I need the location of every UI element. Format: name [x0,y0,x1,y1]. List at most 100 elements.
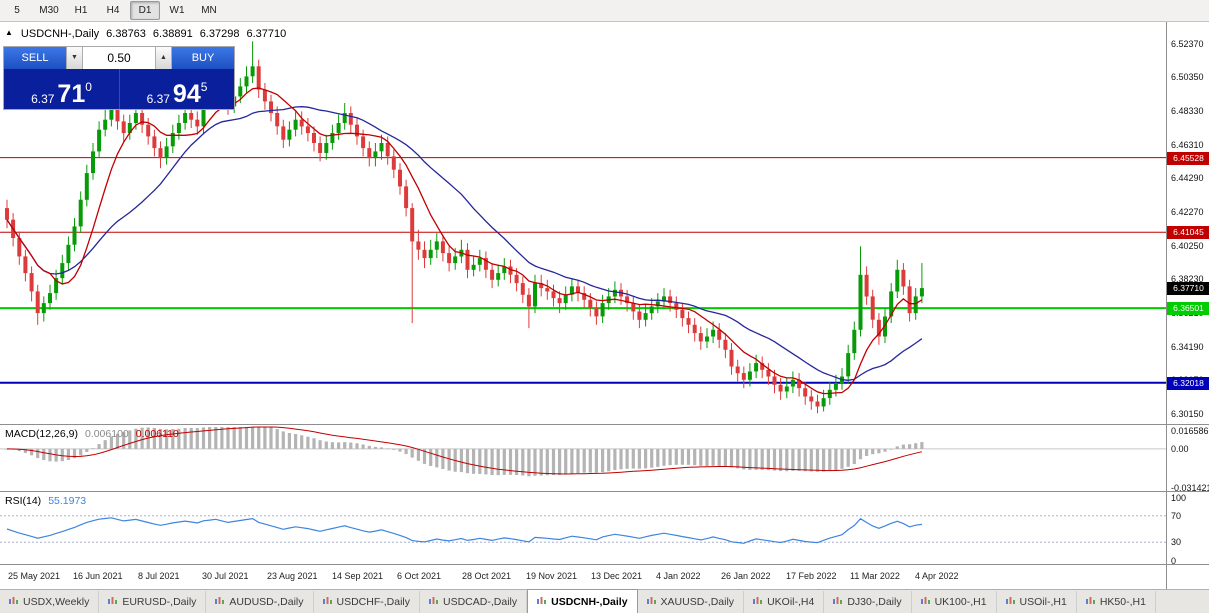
chart-tab-audusddaily[interactable]: AUDUSD-,Daily [206,591,314,613]
chart-tab-label: USDCHF-,Daily [336,596,411,608]
panel-resize-handle[interactable] [0,491,1209,492]
volume-increase-button[interactable]: ▲ [155,47,172,69]
macd-axis-label: 0.00 [1171,444,1189,454]
buy-price-big: 94 [172,79,201,108]
chart-tab-label: XAUUSD-,Daily [660,596,735,608]
time-axis-label: 14 Sep 2021 [332,571,384,581]
macd-signal-value: 0.006110 [135,428,179,440]
price-axis[interactable]: 6.52370 6.50350 6.48330 6.46310 6.44290 6.422… [1166,22,1209,589]
symbol-timeframe-label: USDCNH-,Daily [20,28,100,40]
trade-controls-row: SELL ▼ 0.50 ▲ BUY [4,47,234,69]
chart-tab-uk100h1[interactable]: UK100-,H1 [912,591,997,613]
rsi-axis-label: 30 [1171,537,1182,547]
price-level-tag: 6.37710 [1167,282,1209,295]
time-axis-label: 19 Nov 2021 [526,571,578,581]
price-axis-label: 6.30150 [1171,409,1204,419]
timeframe-button-D1[interactable]: D1 [130,1,160,20]
one-click-trading-panel: SELL ▼ 0.50 ▲ BUY 6.37 71 0 6.37 94 5 [3,46,235,110]
chart-tab-label: UK100-,H1 [934,596,987,608]
price-axis-label: 6.34190 [1171,342,1204,352]
sell-price-display[interactable]: 6.37 71 0 [4,69,119,109]
chart-tab-label: USDX,Weekly [23,596,90,608]
price-level-tag: 6.45528 [1167,152,1209,165]
low-value: 6.37298 [199,28,240,40]
level-lines [0,157,1166,384]
macd-name: MACD(12,26,9) [5,428,78,440]
macd-canvas[interactable] [0,425,1166,491]
time-axis-label: 11 Mar 2022 [850,571,900,581]
time-axis[interactable]: 25 May 2021 16 Jun 2021 8 Jul 2021 30 Jul 2… [0,565,1166,589]
timeframe-button-H4[interactable]: H4 [106,5,120,16]
timeframe-button-5[interactable]: 5 [14,5,20,16]
timeframe-button-MN[interactable]: MN [201,5,217,16]
volume-input[interactable]: 0.50 [83,47,155,69]
chart-tab-icon [833,596,843,608]
rsi-axis-label: 100 [1171,493,1187,503]
macd-signal-line [6,426,923,475]
rsi-name: RSI(14) [5,495,42,507]
panel-resize-handle[interactable] [0,424,1209,425]
chart-tab-icon [9,596,18,608]
sell-price-sup: 0 [85,80,92,94]
chart-tab-icon [215,596,225,608]
time-axis-label: 16 Jun 2021 [73,571,123,581]
price-axis-label: 6.48330 [1171,106,1204,116]
chart-tab-icon [429,596,439,608]
buy-button[interactable]: BUY [172,47,234,69]
chart-tab-ukoilh4[interactable]: UKOil-,H4 [744,591,825,613]
chart-tab-usoilh1[interactable]: USOil-,H1 [997,591,1077,613]
trade-prices-row: 6.37 71 0 6.37 94 5 [4,69,234,109]
sell-price-prefix: 6.37 [31,92,55,106]
buy-price-sup: 5 [200,80,208,94]
chart-tab-usdcnhdaily[interactable]: USDCNH-,Daily [527,589,638,613]
time-axis-label: 30 Jul 2021 [202,571,249,581]
chart-tab-usdchfdaily[interactable]: USDCHF-,Daily [314,591,421,613]
volume-decrease-button[interactable]: ▼ [66,47,83,69]
time-axis-label: 25 May 2021 [8,571,61,581]
timeframe-button-H1[interactable]: H1 [74,5,88,16]
rsi-canvas[interactable] [0,492,1166,564]
chart-tab-label: AUDUSD-,Daily [229,596,304,608]
macd-label: MACD(12,26,9) 0.006100 0.006110 [5,428,179,440]
chart-tab-label: UKOil-,H4 [767,596,815,608]
chart-tab-dj30daily[interactable]: DJ30-,Daily [824,591,912,613]
chart-ohlc-header: ▲ USDCNH-,Daily 6.38763 6.38891 6.37298 … [5,28,286,40]
price-level-tag: 6.41045 [1167,226,1209,239]
chart-tab-icon [920,596,930,608]
rsi-value: 55.1973 [48,495,87,507]
sell-button[interactable]: SELL [4,47,66,69]
chart-tab-label: EURUSD-,Daily [122,596,197,608]
main-chart-canvas[interactable] [0,22,1166,424]
price-level-tag: 6.36501 [1167,302,1209,315]
price-axis-label: 6.50350 [1171,72,1204,82]
buy-price-display[interactable]: 6.37 94 5 [119,69,234,109]
chart-tab-label: USDCAD-,Daily [443,596,518,608]
price-axis-label: 6.46310 [1171,140,1204,150]
macd-axis-label: -0.031421 [1171,483,1209,493]
timeframe-button-W1[interactable]: W1 [169,5,185,16]
chart-tab-icon [322,596,332,608]
one-click-collapse-icon[interactable]: ▲ [5,28,13,37]
time-axis-label: 13 Dec 2021 [591,571,643,581]
chart-tab-label: USOil-,H1 [1019,596,1067,608]
timeframe-button-M30[interactable]: M30 [39,5,59,16]
panel-resize-handle[interactable] [0,564,1209,565]
chart-tab-icon [646,596,656,608]
chart-tab-usdxweekly[interactable]: USDX,Weekly [0,591,100,613]
time-axis-label: 6 Oct 2021 [397,571,442,581]
price-axis-label: 6.52370 [1171,39,1204,49]
chart-tab-icon [108,596,118,608]
rsi-label: RSI(14) 55.1973 [5,495,86,507]
chart-tab-hk50h1[interactable]: HK50-,H1 [1077,591,1156,613]
price-axis-label: 6.40250 [1171,241,1204,251]
chart-window: ▲ USDCNH-,Daily 6.38763 6.38891 6.37298 … [0,22,1209,589]
chart-tab-xauusddaily[interactable]: XAUUSD-,Daily [638,591,745,613]
chart-tab-label: HK50-,H1 [1099,596,1146,608]
chart-tab-eurusddaily[interactable]: EURUSD-,Daily [99,591,207,613]
chart-tab-usdcaddaily[interactable]: USDCAD-,Daily [420,591,528,613]
macd-axis-label: 0.016586 [1171,426,1209,436]
time-axis-label: 28 Oct 2021 [462,571,512,581]
time-axis-label: 4 Apr 2022 [915,571,959,581]
chart-tab-icon [1085,596,1095,608]
